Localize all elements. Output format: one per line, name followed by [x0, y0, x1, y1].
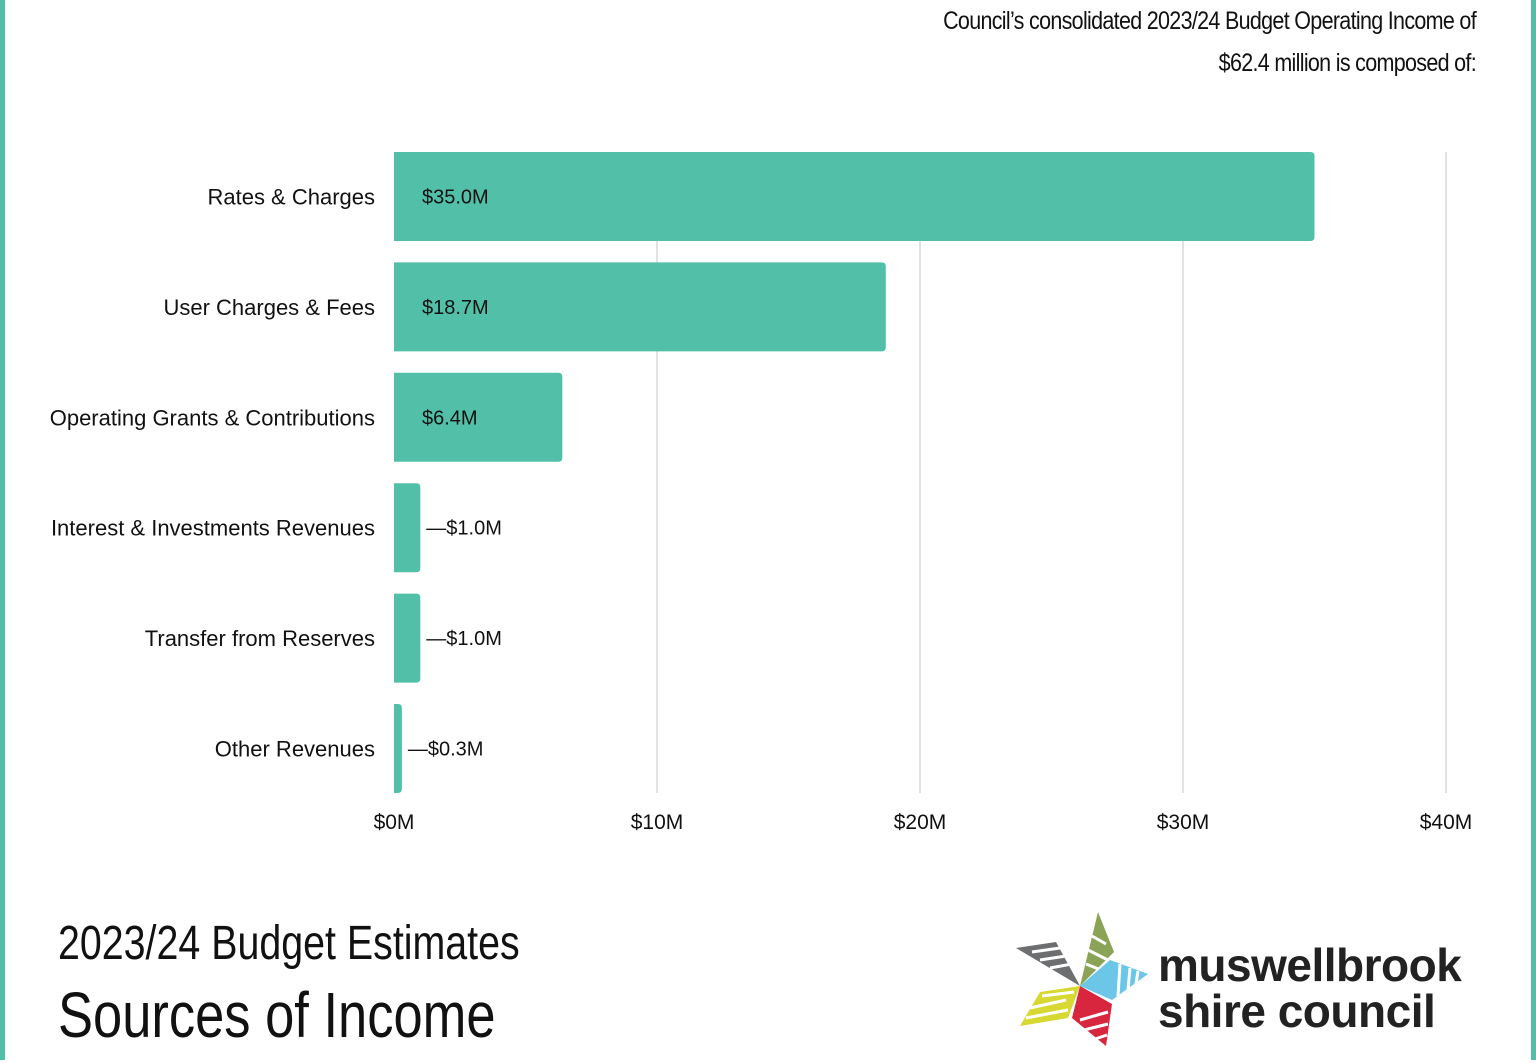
category-label: User Charges & Fees — [163, 295, 375, 320]
logo-petal-grey — [1016, 942, 1080, 986]
value-label: $35.0M — [422, 187, 489, 209]
value-label: $18.7M — [422, 297, 489, 319]
bar-layer — [394, 152, 1315, 793]
value-label: $6.4M — [422, 407, 478, 429]
logo-wordmark-line-2: shire council — [1158, 985, 1436, 1037]
x-tick-label: $20M — [894, 811, 947, 834]
label-layer: Rates & Charges $35.0M User Charges & Fees… — [50, 185, 502, 762]
intro-text: Council’s consolidated 2023/24 Budget Op… — [788, 0, 1477, 84]
bar — [394, 372, 563, 462]
value-label: —$0.3M — [408, 739, 484, 761]
grid-layer — [656, 152, 1447, 793]
value-label: —$1.0M — [426, 628, 502, 650]
council-logo: muswellbrook shire council — [1010, 908, 1490, 1058]
frame-right-border — [1531, 0, 1536, 1060]
x-tick-label: $30M — [1157, 811, 1210, 834]
footer-title-line-1: 2023/24 Budget Estimates — [58, 917, 520, 970]
category-label: Transfer from Reserves — [145, 626, 375, 651]
bar — [394, 593, 421, 683]
income-bar-chart: Rates & Charges $35.0M User Charges & Fees… — [50, 152, 1473, 834]
footer-title-line-2: Sources of Income — [58, 979, 496, 1051]
x-tick-label: $0M — [374, 811, 415, 834]
star-petal-logo-icon — [1016, 912, 1148, 1046]
intro-line-1: Council’s consolidated 2023/24 Budget Op… — [943, 7, 1477, 35]
footer-title: 2023/24 Budget Estimates Sources of Inco… — [58, 912, 632, 1054]
x-tick-label: $40M — [1420, 811, 1473, 834]
category-label: Operating Grants & Contributions — [50, 405, 375, 430]
value-label: —$1.0M — [426, 518, 502, 540]
bar — [394, 152, 1315, 241]
category-label: Interest & Investments Revenues — [51, 516, 375, 541]
bar — [394, 704, 402, 793]
logo-wordmark: muswellbrook shire council — [1158, 939, 1462, 1037]
x-tick-label: $10M — [631, 811, 684, 834]
intro-line-2: $62.4 million is composed of: — [1218, 49, 1477, 77]
tick-layer: $0M $10M $20M $30M $40M — [374, 811, 1473, 834]
logo-petal-olive — [1080, 912, 1114, 986]
logo-wordmark-line-1: muswellbrook — [1158, 939, 1462, 991]
category-label: Other Revenues — [215, 737, 375, 762]
category-label: Rates & Charges — [207, 185, 375, 210]
bar — [394, 483, 421, 573]
bar — [394, 262, 886, 352]
frame-left-border — [0, 0, 5, 1060]
